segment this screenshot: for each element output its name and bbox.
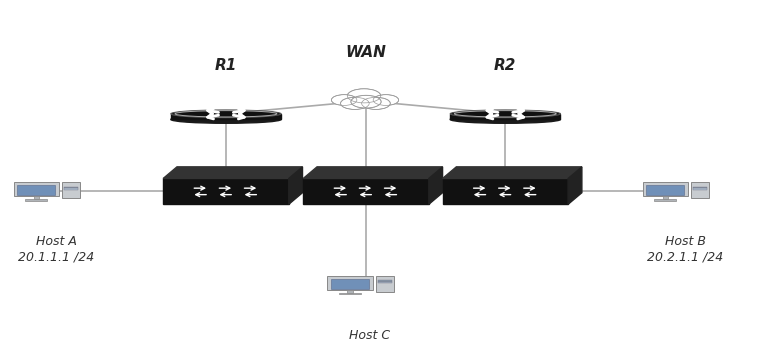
Circle shape	[341, 97, 369, 109]
Polygon shape	[443, 167, 582, 179]
Bar	[17, 185, 55, 195]
Circle shape	[362, 97, 390, 109]
Text: R2: R2	[494, 58, 516, 73]
Ellipse shape	[171, 116, 281, 123]
Polygon shape	[450, 114, 561, 119]
Bar	[62, 182, 80, 198]
Bar	[694, 187, 708, 188]
Text: Host B
20.2.1.1 /24: Host B 20.2.1.1 /24	[647, 235, 723, 263]
Polygon shape	[429, 167, 443, 204]
Circle shape	[373, 95, 398, 105]
Text: WAN: WAN	[345, 45, 387, 61]
Bar	[64, 187, 78, 188]
Bar	[327, 276, 373, 290]
Bar	[64, 189, 78, 190]
Bar	[378, 282, 392, 283]
Ellipse shape	[171, 110, 281, 118]
Bar	[378, 280, 392, 282]
Bar	[34, 196, 39, 199]
Text: Host A
20.1.1.1 /24: Host A 20.1.1.1 /24	[18, 235, 95, 263]
Bar	[647, 185, 684, 195]
Bar	[376, 276, 394, 292]
Bar	[691, 182, 709, 198]
Bar	[348, 290, 353, 293]
Bar	[13, 182, 59, 196]
Bar	[643, 182, 688, 196]
Text: Host C
20.3.1.1 /24: Host C 20.3.1.1 /24	[332, 329, 408, 344]
Polygon shape	[163, 179, 289, 204]
Text: R1: R1	[215, 58, 237, 73]
Ellipse shape	[450, 116, 561, 123]
Bar	[654, 199, 676, 201]
Bar	[694, 189, 708, 190]
Polygon shape	[303, 167, 443, 179]
Ellipse shape	[450, 110, 561, 118]
Polygon shape	[303, 179, 429, 204]
Polygon shape	[568, 167, 582, 204]
Bar	[663, 196, 668, 199]
Bar	[331, 279, 369, 289]
Polygon shape	[171, 114, 281, 119]
Circle shape	[351, 95, 381, 108]
Bar	[339, 293, 361, 294]
Polygon shape	[289, 167, 302, 204]
Polygon shape	[443, 179, 568, 204]
Polygon shape	[163, 167, 302, 179]
Bar	[25, 199, 47, 201]
Circle shape	[348, 89, 380, 103]
Circle shape	[331, 95, 357, 105]
